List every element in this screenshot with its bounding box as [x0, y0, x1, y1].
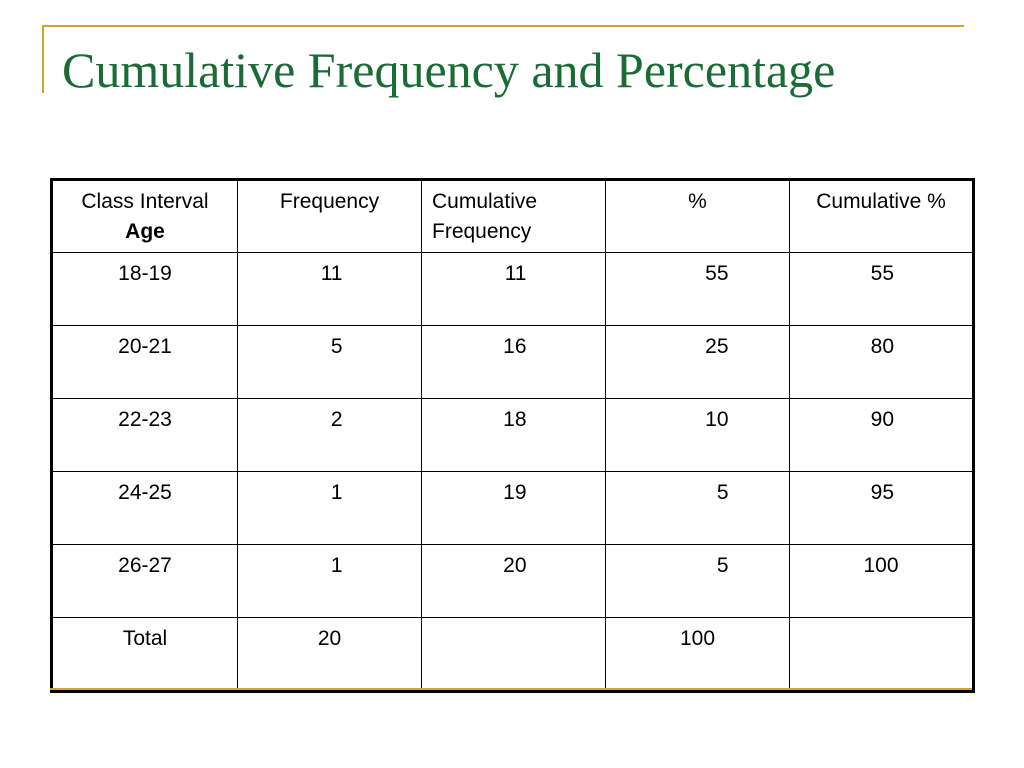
- cell-frequency-value: 11: [320, 262, 343, 285]
- cell-percent: 55: [605, 252, 790, 326]
- table-row-total: Total 20 100: [51, 617, 974, 692]
- cell-cumulative-frequency-value: 11: [504, 262, 527, 285]
- cell-cumulative-frequency-value: 20: [503, 554, 527, 577]
- cell-percent: 25: [605, 325, 790, 399]
- cell-cumulative-percent: 80: [789, 325, 974, 399]
- cell-frequency-value: 1: [330, 481, 343, 504]
- header-frequency-label: Frequency: [279, 190, 380, 213]
- cell-cumulative-frequency-value: 18: [503, 408, 527, 431]
- cell-total-frequency: 20: [237, 617, 422, 692]
- cell-cumulative-frequency: 20: [421, 544, 606, 618]
- table-header-row: Class Interval Age Frequency Cumulative …: [51, 179, 974, 253]
- header-class-interval-line1: Class Interval: [81, 190, 209, 213]
- header-class-interval: Class Interval Age: [51, 179, 238, 253]
- title-accent-vertical: [42, 25, 44, 93]
- cell-percent-value: 25: [705, 335, 729, 358]
- cell-class-interval: 26-27: [51, 544, 238, 618]
- cell-cumulative-percent-value: 55: [870, 262, 894, 285]
- cell-frequency: 5: [237, 325, 422, 399]
- frequency-table-container: Class Interval Age Frequency Cumulative …: [50, 178, 975, 693]
- cell-percent-value: 10: [705, 408, 729, 431]
- table-row: 24-25 1 19 5 95: [51, 471, 974, 545]
- cell-cumulative-percent-value: 95: [870, 481, 894, 504]
- cell-percent: 5: [605, 471, 790, 545]
- cell-cumulative-percent: 95: [789, 471, 974, 545]
- cell-class-interval: 24-25: [51, 471, 238, 545]
- table-row: 20-21 5 16 25 80: [51, 325, 974, 399]
- cell-percent: 5: [605, 544, 790, 618]
- cell-frequency-value: 2: [330, 408, 343, 431]
- cell-class-interval: 20-21: [51, 325, 238, 399]
- cell-percent-value: 5: [716, 554, 729, 577]
- cell-cumulative-percent: 100: [789, 544, 974, 618]
- cell-total-cumulative-frequency: [421, 617, 606, 692]
- cell-frequency: 11: [237, 252, 422, 326]
- header-class-interval-line2: Age: [125, 220, 165, 243]
- cell-total-percent: 100: [605, 617, 790, 692]
- header-percent-label: %: [688, 190, 707, 213]
- cell-cumulative-frequency: 18: [421, 398, 606, 472]
- table-row: 26-27 1 20 5 100: [51, 544, 974, 618]
- cell-class-interval: 18-19: [51, 252, 238, 326]
- cell-cumulative-frequency: 11: [421, 252, 606, 326]
- cell-cumulative-percent: 90: [789, 398, 974, 472]
- slide-title: Cumulative Frequency and Percentage: [62, 42, 836, 98]
- cell-total-cumulative-percent: [789, 617, 974, 692]
- header-percent: %: [605, 179, 790, 253]
- header-cumulative-frequency-line2: Frequency: [432, 220, 532, 243]
- header-cumulative-percent-label: Cumulative %: [816, 190, 946, 213]
- header-cumulative-frequency-line1: Cumulative: [432, 190, 538, 213]
- cell-frequency: 2: [237, 398, 422, 472]
- cell-cumulative-percent-value: 80: [870, 335, 894, 358]
- cell-frequency: 1: [237, 544, 422, 618]
- table-accent-underline: [50, 688, 972, 690]
- table-row: 22-23 2 18 10 90: [51, 398, 974, 472]
- cell-class-interval: 22-23: [51, 398, 238, 472]
- frequency-table: Class Interval Age Frequency Cumulative …: [50, 178, 975, 693]
- cell-cumulative-percent: 55: [789, 252, 974, 326]
- cell-percent: 10: [605, 398, 790, 472]
- header-cumulative-frequency: Cumulative Frequency: [421, 179, 606, 253]
- cell-cumulative-frequency-value: 19: [503, 481, 527, 504]
- header-cumulative-percent: Cumulative %: [789, 179, 974, 253]
- header-frequency: Frequency: [237, 179, 422, 253]
- title-accent-horizontal: [42, 25, 964, 27]
- cell-total-label: Total: [51, 617, 238, 692]
- cell-cumulative-percent-value: 90: [870, 408, 894, 431]
- cell-cumulative-frequency: 16: [421, 325, 606, 399]
- cell-frequency-value: 1: [330, 554, 343, 577]
- cell-cumulative-percent-value: 100: [863, 554, 899, 577]
- cell-percent-value: 55: [705, 262, 729, 285]
- table-row: 18-19 11 11 55 55: [51, 252, 974, 326]
- cell-cumulative-frequency: 19: [421, 471, 606, 545]
- cell-cumulative-frequency-value: 16: [503, 335, 527, 358]
- cell-percent-value: 5: [716, 481, 729, 504]
- cell-frequency-value: 5: [330, 335, 343, 358]
- cell-frequency: 1: [237, 471, 422, 545]
